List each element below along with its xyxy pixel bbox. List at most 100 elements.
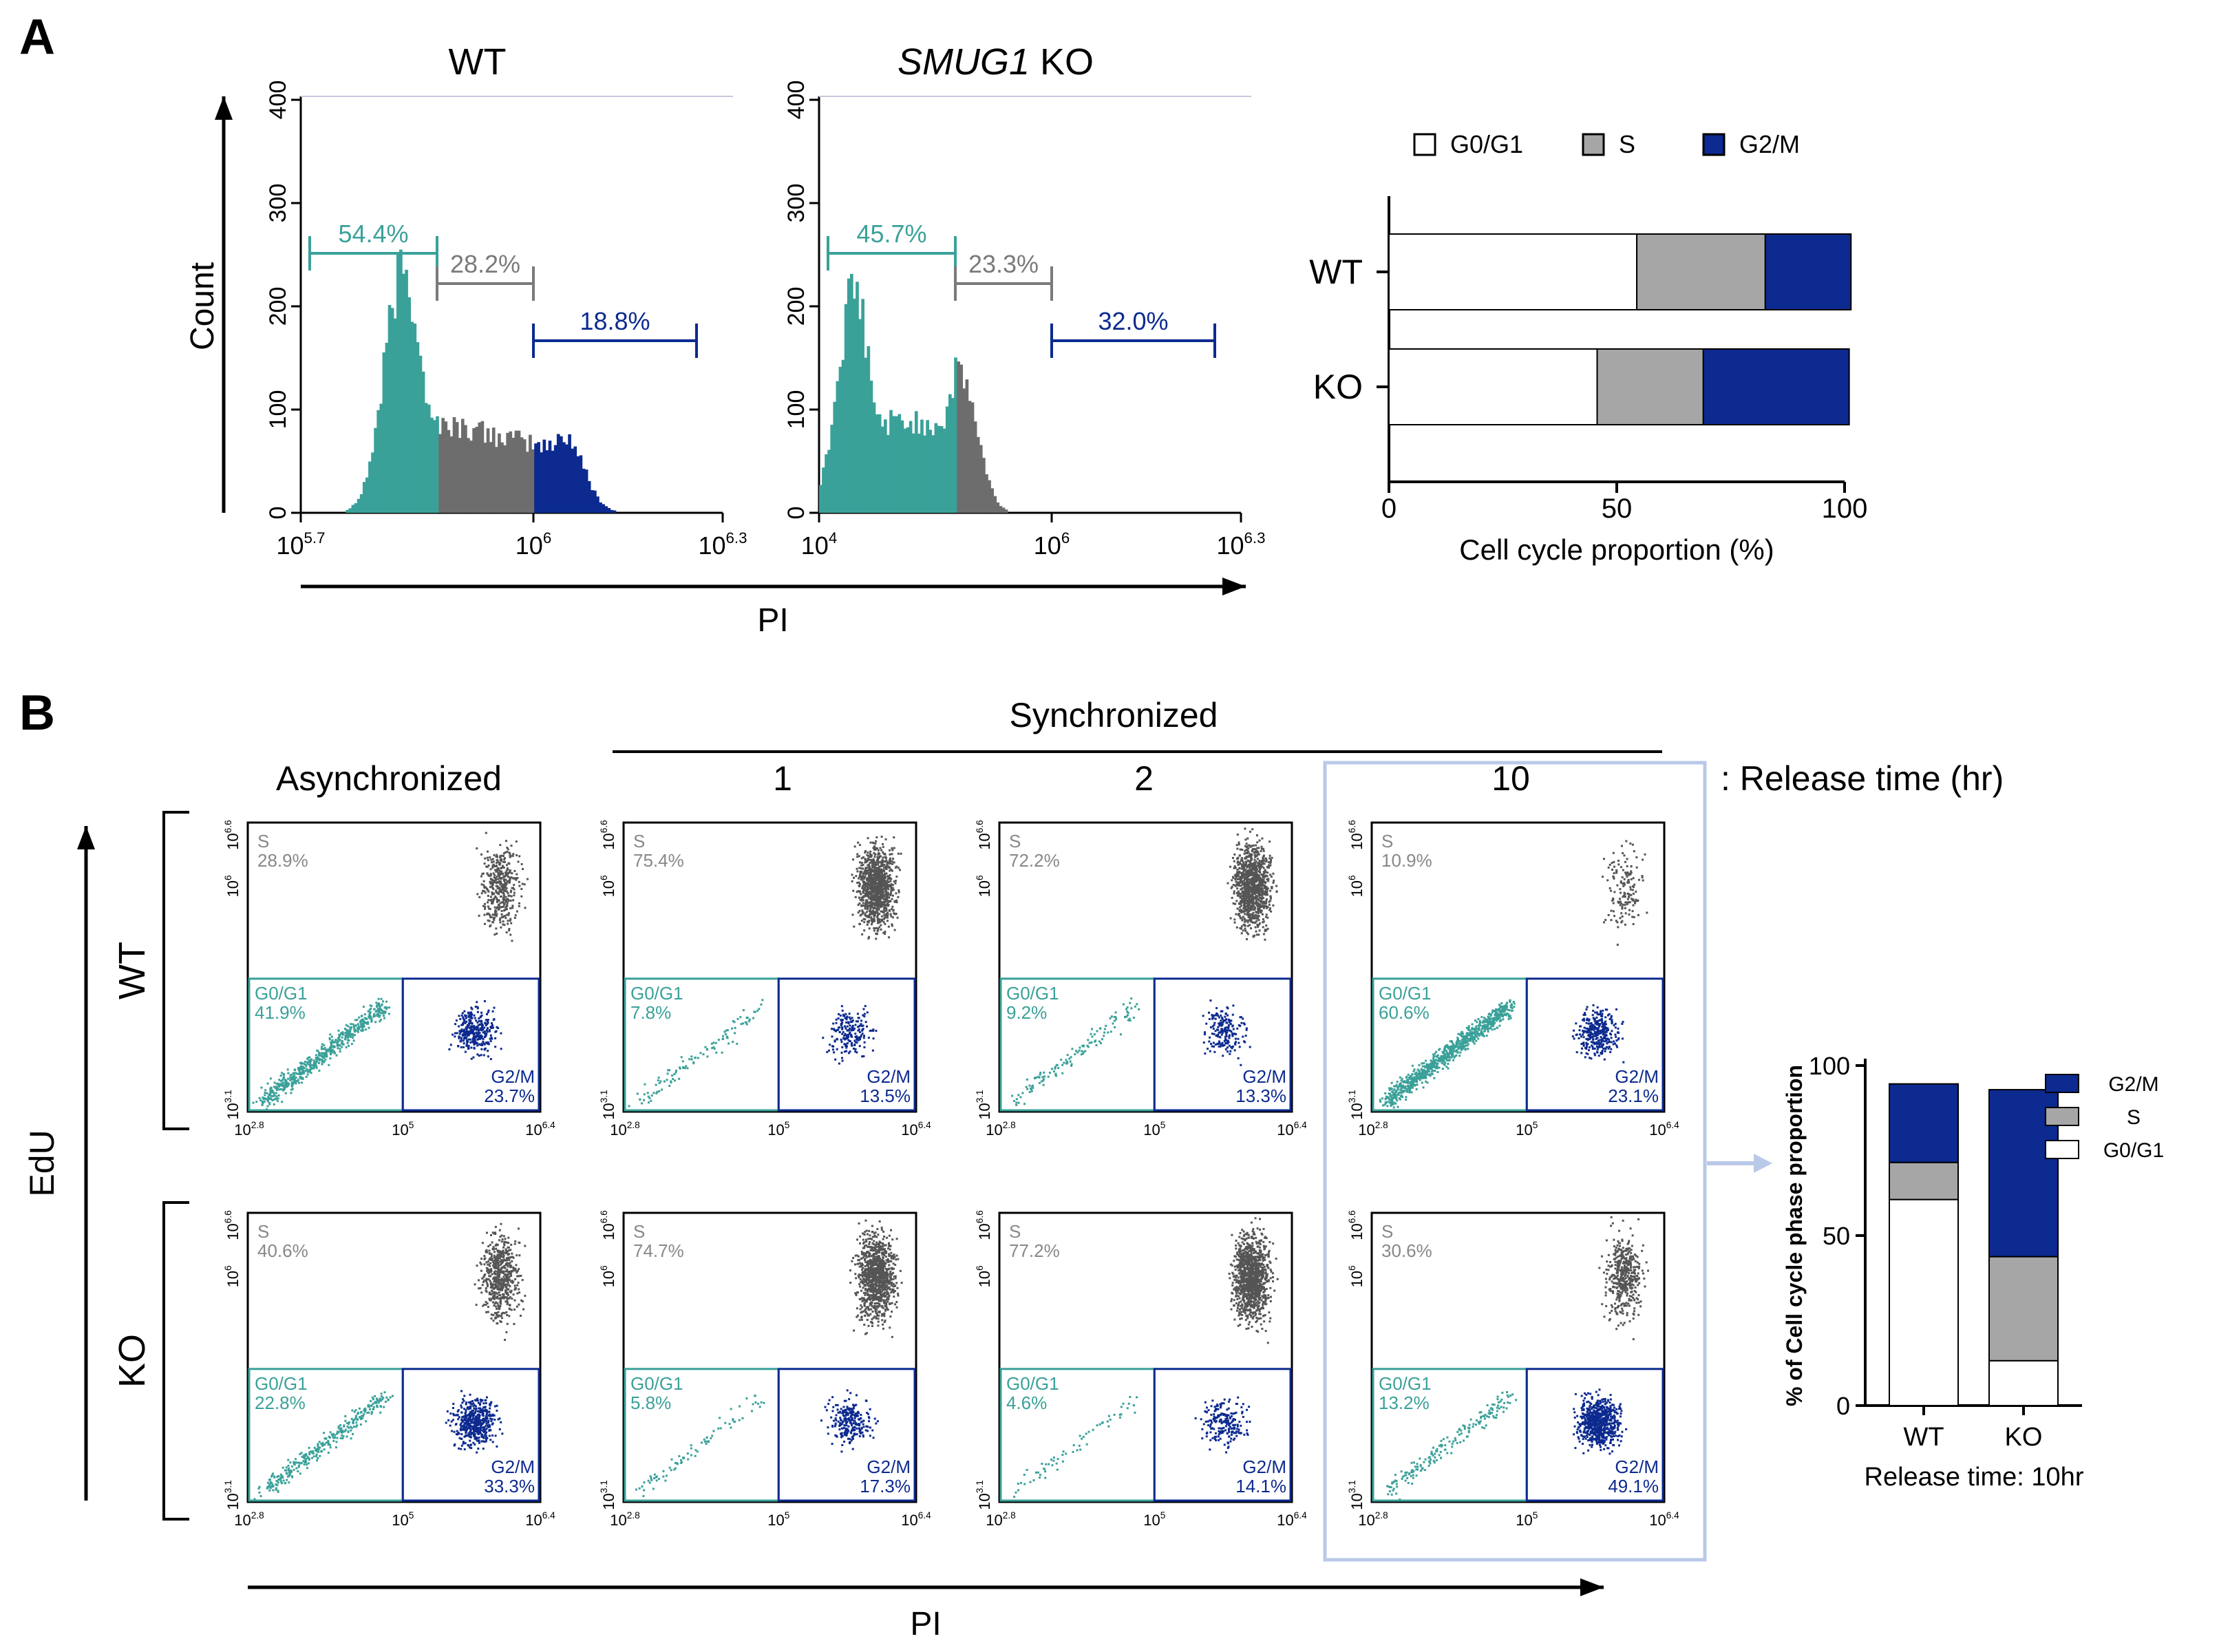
histogram-title: WT <box>449 41 507 83</box>
point-s <box>874 897 877 900</box>
point-g1 <box>336 1044 339 1047</box>
histogram-bar <box>1004 509 1008 513</box>
point-g1 <box>1449 1047 1452 1050</box>
point-s <box>509 878 511 880</box>
point-s <box>873 915 875 918</box>
point-s <box>891 853 893 856</box>
point-g1 <box>348 1030 350 1033</box>
point-g2m <box>478 1032 481 1035</box>
point-g2m <box>484 1022 487 1025</box>
point-s <box>1271 856 1273 859</box>
point-g2m <box>484 1032 487 1035</box>
point-g1 <box>284 1092 287 1094</box>
point-s <box>1620 912 1623 915</box>
point-g1 <box>1421 1065 1424 1068</box>
point-g1 <box>663 1080 666 1083</box>
point-s <box>891 869 893 872</box>
bar-segment <box>1636 233 1766 310</box>
point-g2m <box>1238 1046 1241 1048</box>
point-s <box>875 933 878 935</box>
point-s <box>1262 881 1265 884</box>
point-s <box>497 886 500 889</box>
scatter-plot: S72.2%G0/G19.2%G2/M13.3%103.1106106.6102… <box>975 820 1307 1139</box>
point-s <box>1259 868 1262 871</box>
point-g2m <box>473 1046 476 1049</box>
point-g1 <box>323 1060 326 1063</box>
point-g2m <box>847 1022 850 1025</box>
point-s <box>864 849 867 852</box>
point-g2m <box>1227 1024 1230 1026</box>
point-g1 <box>1388 1088 1391 1091</box>
point-s <box>1253 889 1255 892</box>
scatter-x-tick-label: 105 <box>1143 1120 1165 1139</box>
point-s <box>1238 867 1241 869</box>
point-s <box>1241 910 1244 913</box>
gate-s-label: 23.3% <box>968 250 1039 278</box>
point-g2m <box>1211 1045 1213 1048</box>
point-g2m <box>1211 1014 1213 1017</box>
point-g1 <box>307 1069 310 1072</box>
point-s <box>1257 874 1260 877</box>
point-g1 <box>1485 1035 1488 1037</box>
point-g2m <box>838 1062 840 1065</box>
point-s <box>877 906 880 909</box>
point-s <box>1633 850 1635 853</box>
point-s <box>1248 844 1251 847</box>
point-g1 <box>732 1041 734 1044</box>
point-s <box>900 852 902 855</box>
point-s <box>1255 876 1257 879</box>
point-g2m <box>485 1032 488 1035</box>
point-s <box>860 867 863 870</box>
point-s <box>886 860 889 863</box>
point-g2m <box>463 1042 465 1045</box>
histogram-bar <box>489 442 493 513</box>
point-s <box>1264 871 1267 873</box>
point-g2m <box>1224 1018 1227 1021</box>
point-g2m <box>834 1058 837 1061</box>
point-s <box>500 872 503 875</box>
point-g1 <box>670 1081 672 1084</box>
point-s <box>1269 858 1272 861</box>
column-title: 2 <box>1134 759 1154 798</box>
point-g1 <box>1448 1046 1451 1048</box>
point-s <box>1265 885 1268 888</box>
point-g1 <box>1096 1030 1098 1032</box>
point-g2m <box>827 1049 830 1052</box>
point-g1 <box>1461 1043 1464 1046</box>
point-s <box>887 885 890 888</box>
histogram-bar <box>590 490 594 513</box>
point-g2m <box>496 1026 498 1028</box>
point-s <box>864 904 867 907</box>
point-g1 <box>337 1043 339 1046</box>
point-s <box>510 876 513 879</box>
point-s <box>883 898 886 901</box>
point-s <box>889 853 891 856</box>
point-g1 <box>278 1088 281 1091</box>
point-g2m <box>482 1031 485 1034</box>
point-s <box>1268 864 1271 867</box>
point-s <box>1619 904 1622 907</box>
point-s <box>882 901 885 904</box>
point-s <box>858 844 861 847</box>
point-s <box>503 924 506 926</box>
point-g1 <box>1392 1094 1394 1097</box>
point-g1 <box>723 1030 726 1033</box>
panel-label-a: A <box>19 10 55 65</box>
point-g2m <box>481 1027 484 1030</box>
point-s <box>1259 900 1262 902</box>
point-g1 <box>353 1034 356 1037</box>
point-s <box>1626 880 1629 883</box>
point-s <box>1233 865 1236 868</box>
point-s <box>497 860 500 863</box>
point-g1 <box>288 1079 291 1081</box>
point-s <box>871 919 874 922</box>
point-g1 <box>383 1015 385 1017</box>
point-s <box>864 851 867 854</box>
point-g2m <box>476 1010 479 1013</box>
point-s <box>496 875 498 878</box>
point-s <box>1253 868 1256 871</box>
point-g1 <box>381 1012 384 1015</box>
scatter-x-tick-label: 102.8 <box>234 1120 264 1139</box>
point-g2m <box>854 1032 857 1035</box>
point-s <box>1248 898 1251 901</box>
